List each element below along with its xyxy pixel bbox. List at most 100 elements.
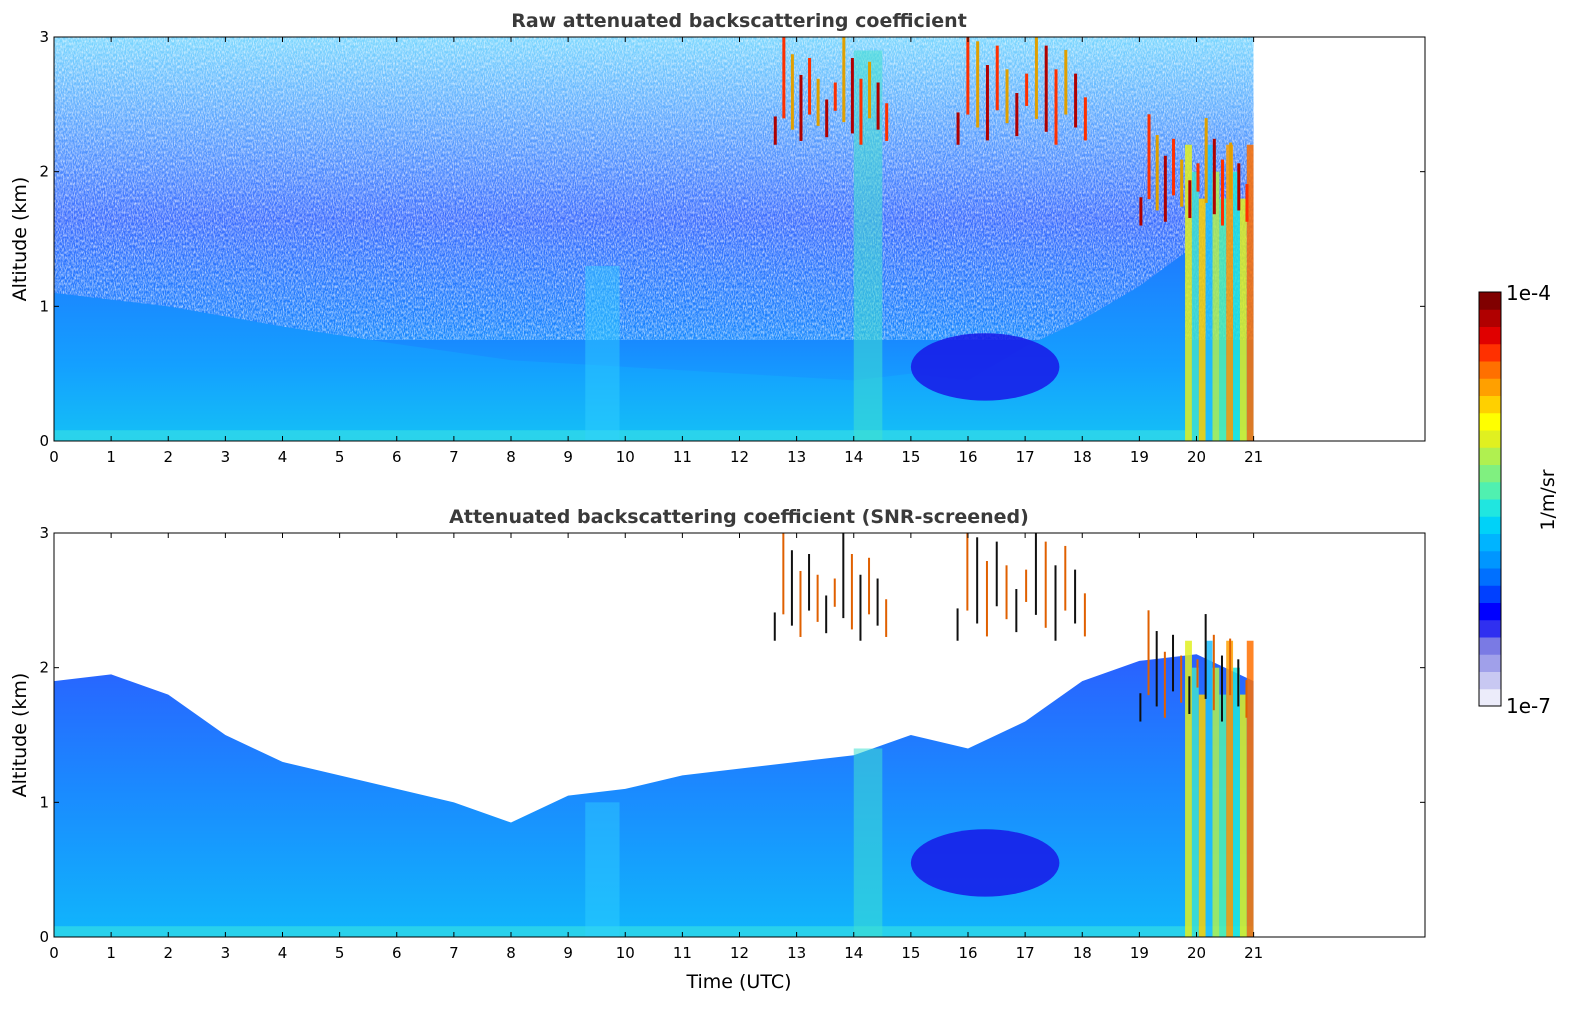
cloud-streak <box>1005 69 1009 124</box>
cloud-streak <box>850 58 854 134</box>
x-tick-label: 10 <box>616 944 635 962</box>
cloud-streak <box>1139 693 1142 722</box>
cloud-streak <box>833 82 837 111</box>
cloud-streak <box>1237 659 1240 707</box>
low-backscatter-pocket <box>910 829 1060 897</box>
x-tick-label: 20 <box>1187 448 1206 466</box>
x-tick-label: 5 <box>335 448 345 466</box>
cloud-streak <box>1196 659 1199 688</box>
cloud-streak <box>1163 651 1166 718</box>
x-tick-label: 0 <box>49 448 59 466</box>
colorbar-segment <box>1479 516 1501 534</box>
colorbar-segment <box>1479 637 1501 655</box>
x-tick-label: 21 <box>1244 448 1263 466</box>
noise-speckle <box>54 37 1254 340</box>
colorbar-segment <box>1479 326 1501 345</box>
cloud-streak <box>976 537 979 624</box>
cloud-streak <box>1172 138 1176 196</box>
cloud-streak <box>859 78 863 145</box>
x-tick-label: 13 <box>787 944 806 962</box>
cloud-streak <box>825 595 828 634</box>
colorbar-max-label: 1e-4 <box>1506 281 1551 305</box>
cloud-streak <box>1155 631 1158 707</box>
y-axis-label-screened: Altitude (km) <box>9 673 31 798</box>
colorbar-segment <box>1479 550 1501 569</box>
x-tick-label: 19 <box>1130 448 1149 466</box>
y-tick-label: 2 <box>39 659 49 677</box>
boundary-layer <box>54 252 1186 441</box>
cloud-streak <box>1074 73 1078 128</box>
cloud-streak <box>850 554 853 630</box>
x-tick-label: 7 <box>449 448 459 466</box>
x-tick-label: 20 <box>1187 944 1206 962</box>
cloud-streak <box>1083 593 1086 637</box>
vertical-streak <box>585 265 620 441</box>
colorbar-frame <box>1478 291 1502 707</box>
surface-layer <box>54 926 1254 937</box>
cloud-streak <box>966 37 970 115</box>
cloud-streak <box>1074 569 1077 624</box>
cloud-streak <box>833 578 836 607</box>
cloud-streak <box>1025 73 1029 106</box>
colorbar-segment <box>1479 602 1501 621</box>
colorbar-segment <box>1479 568 1501 586</box>
cloud-streak <box>808 554 811 611</box>
y-tick-label: 2 <box>39 163 49 181</box>
low-backscatter-pocket <box>910 333 1060 401</box>
cloud-streak <box>1212 138 1216 215</box>
colorbar-segment <box>1479 654 1501 672</box>
colorbar: 1e-4 1e-7 1/m/sr <box>1478 281 1559 718</box>
precip-column <box>1246 144 1254 441</box>
cloud-streak <box>1054 565 1057 641</box>
cloud-streak <box>995 541 998 607</box>
x-tick-label: 9 <box>563 944 573 962</box>
x-tick-label: 6 <box>392 448 402 466</box>
colorbar-segment <box>1479 378 1501 396</box>
cloud-streak <box>956 112 960 145</box>
cloud-streak <box>782 37 786 119</box>
cloud-streak <box>816 574 819 622</box>
colorbar-label: 1/m/sr <box>1537 469 1559 530</box>
x-tick-label: 17 <box>1016 944 1035 962</box>
x-tick-label: 14 <box>844 944 863 962</box>
panel-screened-title: Attenuated backscattering coefficient (S… <box>449 506 1029 528</box>
x-tick-label: 18 <box>1073 448 1092 466</box>
cloud-streak <box>816 78 820 126</box>
cloud-streak <box>1188 676 1191 714</box>
x-tick-label: 0 <box>49 944 59 962</box>
x-tick-label: 19 <box>1130 944 1149 962</box>
cloud-streak <box>1034 533 1037 615</box>
cloud-streak <box>799 570 802 637</box>
vertical-streak <box>585 802 620 937</box>
cloud-streak <box>1196 163 1200 192</box>
colorbar-segment <box>1479 499 1501 517</box>
x-tick-label: 16 <box>958 448 977 466</box>
x-tick-label: 12 <box>730 944 749 962</box>
cloud-streak <box>773 612 776 641</box>
x-axis-label: Time (UTC) <box>685 971 791 993</box>
colorbar-segment <box>1479 343 1501 362</box>
cloud-streak <box>976 41 980 128</box>
precip-column-14h <box>853 748 883 937</box>
surface-layer <box>54 430 1254 441</box>
cloud-streak <box>1204 614 1207 699</box>
colorbar-segment <box>1479 395 1501 414</box>
x-tick-label: 3 <box>221 448 231 466</box>
precip-column <box>1185 144 1192 441</box>
cloud-streak <box>1180 655 1183 703</box>
colorbar-segment <box>1479 671 1501 690</box>
colorbar-segment <box>1479 533 1501 552</box>
x-tick-label: 9 <box>563 448 573 466</box>
heatmap-field <box>54 533 1254 937</box>
precip-column <box>1205 144 1213 441</box>
cloud-streak <box>825 99 829 138</box>
cloud-streak <box>1139 197 1143 226</box>
cloud-streak <box>1005 565 1008 620</box>
x-tick-label: 13 <box>787 448 806 466</box>
panel-raw: Raw attenuated backscattering coefficien… <box>9 10 1426 466</box>
cloud-streak <box>859 574 862 641</box>
precip-column <box>1219 694 1227 937</box>
colorbar-segment <box>1479 481 1501 500</box>
cloud-streak <box>868 61 872 119</box>
x-tick-label: 2 <box>163 944 173 962</box>
